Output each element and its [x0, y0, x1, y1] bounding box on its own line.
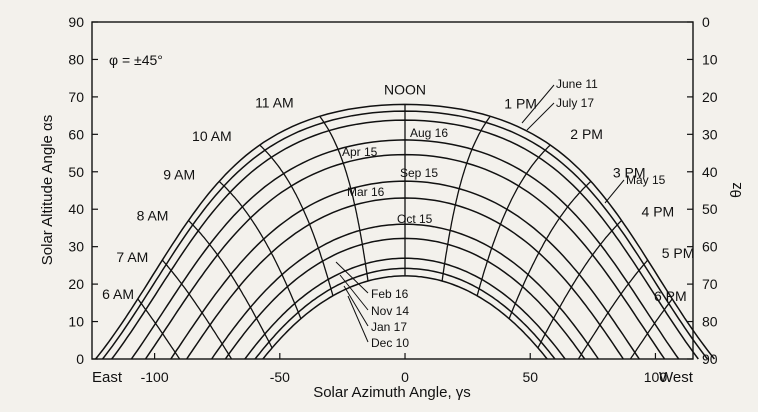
hour-line: [137, 298, 181, 360]
y2-tick-label: 90: [702, 351, 718, 367]
y-tick-label: 30: [68, 239, 84, 255]
y2-tick-label: 80: [702, 314, 718, 330]
x-tick-label: -100: [141, 369, 169, 385]
hour-label: 5 PM: [662, 245, 695, 261]
y-tick-label: 20: [68, 276, 84, 292]
label-leader-line: [339, 274, 369, 311]
x-tick-label: 100: [644, 369, 668, 385]
hour-line: [319, 115, 369, 282]
date-label: July 17: [556, 96, 594, 110]
hour-line: [537, 220, 623, 349]
date-label: Jan 17: [371, 320, 407, 334]
hour-label: 4 PM: [642, 203, 675, 219]
y-tick-label: 60: [68, 126, 84, 142]
date-label: June 11: [556, 77, 598, 91]
y2-tick-label: 60: [702, 239, 718, 255]
hour-label: 11 AM: [255, 94, 294, 110]
date-label: Dec 10: [371, 336, 409, 350]
hour-label: 3 PM: [613, 164, 646, 180]
x-end-label-west: West: [659, 369, 694, 386]
x-tick-label: 50: [522, 369, 538, 385]
ticks-layer: 01020304050607080909080706050403020100-1…: [68, 14, 717, 385]
hour-label: 7 AM: [116, 249, 148, 265]
label-leader-line: [343, 285, 369, 327]
y-tick-label: 40: [68, 201, 84, 217]
y-tick-label: 80: [68, 51, 84, 67]
hour-line: [578, 259, 649, 360]
hour-line: [188, 220, 273, 349]
label-leader-line: [604, 179, 625, 204]
hour-line: [508, 180, 592, 319]
x-tick-label: -50: [270, 369, 290, 385]
x-end-label-east: East: [92, 369, 123, 386]
y2-axis-title: θz: [728, 182, 745, 198]
y2-tick-label: 0: [702, 14, 710, 30]
y-axis-title: Solar Altitude Angle αs: [39, 115, 56, 265]
hour-line: [161, 259, 232, 360]
hour-line: [218, 180, 302, 319]
date-label: Apr 15: [342, 145, 378, 159]
label-leader-line: [335, 261, 369, 294]
y2-tick-label: 70: [702, 276, 718, 292]
date-label: Aug 16: [410, 126, 448, 140]
hour-label: 1 PM: [504, 95, 537, 111]
hour-line: [476, 144, 551, 296]
hour-label: 9 AM: [163, 166, 195, 182]
hour-label: 8 AM: [137, 207, 169, 223]
y2-tick-label: 50: [702, 201, 718, 217]
date-label: Nov 14: [371, 304, 409, 318]
hour-label: 6 PM: [654, 288, 687, 304]
date-label: Sep 15: [400, 166, 438, 180]
y2-tick-label: 30: [702, 126, 718, 142]
y-tick-label: 90: [68, 14, 84, 30]
y-tick-label: 10: [68, 314, 84, 330]
date-label: May 15: [626, 173, 666, 187]
date-label: Feb 16: [371, 287, 409, 301]
hour-line: [441, 115, 491, 282]
plot-frame: [91, 21, 694, 360]
y2-tick-label: 10: [702, 51, 718, 67]
y-tick-label: 0: [76, 351, 84, 367]
label-leader-line: [347, 295, 369, 343]
hour-label: 6 AM: [102, 286, 134, 302]
label-leader-line: [526, 102, 555, 131]
label-leader-line: [521, 84, 555, 124]
hour-line: [630, 298, 673, 360]
date-label: Mar 16: [347, 185, 385, 199]
date-label: Oct 15: [397, 212, 433, 226]
latitude-label: φ = ±45°: [109, 52, 163, 68]
hour-curves: [137, 104, 673, 360]
y2-tick-label: 20: [702, 89, 718, 105]
curve-labels: 6 AM 7 AM 8 AM 9 AM 10 AM 11 AM NOON 1 PM 2 PM 3 …: [102, 77, 694, 350]
y2-tick-label: 40: [702, 164, 718, 180]
hour-label: NOON: [384, 81, 426, 97]
hour-label: 10 AM: [192, 128, 232, 144]
y-tick-label: 50: [68, 164, 84, 180]
hour-label: 2 PM: [570, 126, 603, 142]
hour-line: [259, 144, 334, 296]
x-axis-title: Solar Azimuth Angle, γs: [313, 384, 471, 401]
x-tick-label: 0: [401, 369, 409, 385]
y-tick-label: 70: [68, 89, 84, 105]
